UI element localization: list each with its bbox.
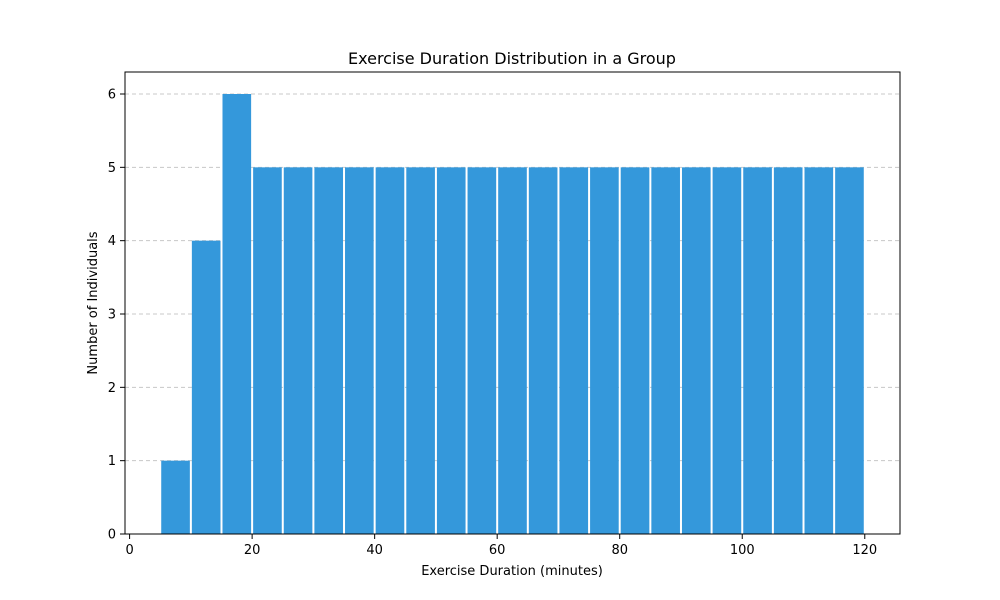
y-tick-label-6: 6 <box>108 88 116 103</box>
bar-70-75 <box>559 167 589 535</box>
bar-5-10 <box>161 460 190 534</box>
x-tick-label-80: 80 <box>611 543 628 558</box>
chart-title: Exercise Duration Distribution in a Grou… <box>348 49 676 68</box>
bars-group <box>161 94 864 535</box>
x-tick-label-120: 120 <box>852 543 877 558</box>
y-tick-label-5: 5 <box>108 161 116 176</box>
bar-110-115 <box>804 167 834 535</box>
bar-90-95 <box>681 167 711 535</box>
x-tick-label-100: 100 <box>730 543 755 558</box>
y-tick-label-4: 4 <box>108 234 116 249</box>
x-tick-label-60: 60 <box>489 543 506 558</box>
bar-25-30 <box>283 167 313 535</box>
bar-65-70 <box>528 167 558 535</box>
bar-20-25 <box>253 167 282 535</box>
bar-85-90 <box>651 167 680 535</box>
plot-frame <box>124 71 901 535</box>
x-tick-label-0: 0 <box>125 543 133 558</box>
x-tick-label-40: 40 <box>366 543 383 558</box>
y-tick-label-2: 2 <box>108 381 116 396</box>
bar-55-60 <box>467 167 497 535</box>
bar-115-120 <box>835 167 864 535</box>
x-tick-label-20: 20 <box>244 543 261 558</box>
bar-45-50 <box>406 167 435 535</box>
y-tick-label-3: 3 <box>108 308 116 323</box>
y-tick-label-1: 1 <box>108 454 116 469</box>
bar-95-100 <box>712 167 742 535</box>
bar-100-105 <box>743 167 772 535</box>
bar-50-55 <box>436 167 466 535</box>
y-axis-ticks: 0 1 2 3 4 5 6 <box>108 88 125 543</box>
bar-15-20 <box>222 94 252 534</box>
bar-60-65 <box>498 167 527 535</box>
bar-75-80 <box>590 167 619 535</box>
x-axis-ticks: 0 20 40 60 80 100 120 <box>125 534 877 558</box>
y-axis-title: Number of Individuals <box>86 231 101 374</box>
x-axis-title: Exercise Duration (minutes) <box>421 564 603 579</box>
bar-10-15 <box>191 240 221 534</box>
bar-105-110 <box>773 167 803 535</box>
bar-30-35 <box>314 167 344 535</box>
bar-35-40 <box>345 167 374 535</box>
bar-80-85 <box>620 167 650 535</box>
bar-40-45 <box>375 167 405 535</box>
y-tick-label-0: 0 <box>108 528 116 543</box>
